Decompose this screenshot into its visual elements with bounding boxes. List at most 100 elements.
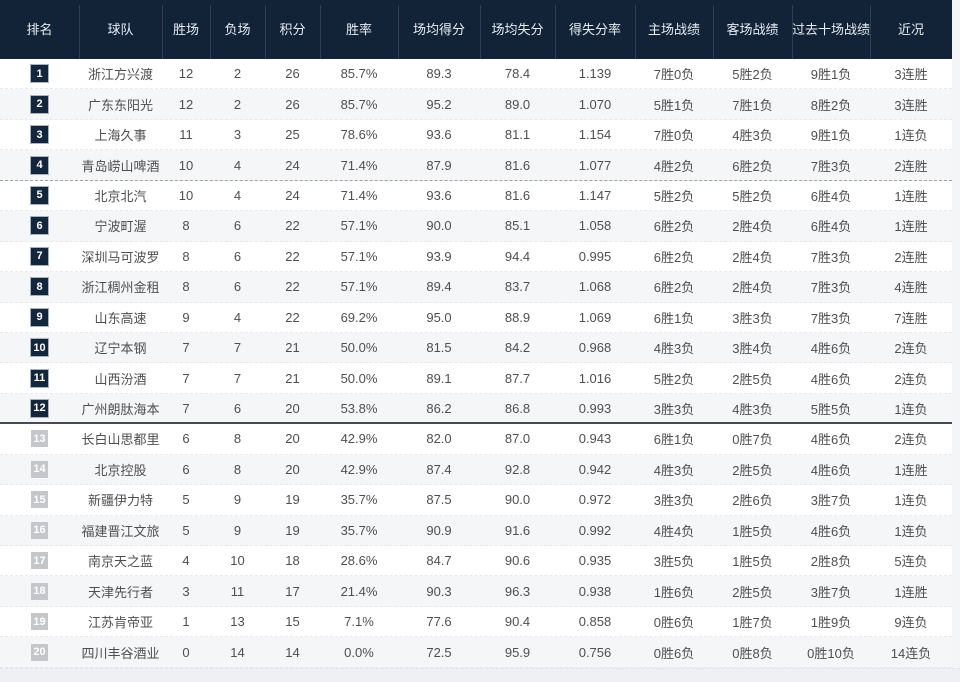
cell-home-record: 5胜2负: [653, 371, 695, 387]
cell-away-record: 4胜3负: [732, 401, 773, 417]
cell-win-rate: 78.6%: [340, 127, 378, 143]
cell-streak: 3连胜: [894, 97, 928, 113]
team-name-cell[interactable]: 北京北汽: [94, 188, 147, 204]
team-name-cell[interactable]: 深圳马可波罗: [81, 249, 160, 265]
standings-row: 7 深圳马可波罗 8 6 22 57.1% 93.9 94.4 0.995 6胜2负 2胜4负 7胜3…: [0, 241, 952, 273]
team-name-cell[interactable]: 宁波町渥: [94, 219, 147, 235]
cell-win-rate: 28.6%: [340, 553, 378, 569]
cell-last10-record: 8胜2负: [810, 97, 852, 113]
cell-away-record: 0胜8负: [732, 645, 773, 661]
cell-avg-scored: 77.6: [426, 614, 452, 630]
cell-avg-allowed: 90.6: [504, 553, 531, 569]
team-name-cell[interactable]: 北京控股: [94, 462, 147, 478]
cell-score-ratio: 0.938: [578, 583, 612, 599]
rank-badge: 20: [31, 643, 48, 661]
rank-badge: 6: [31, 217, 48, 235]
cell-avg-allowed: 89.0: [504, 96, 531, 112]
header-cell-home-record: 主场战绩: [635, 0, 713, 59]
cell-streak: 1连胜: [894, 188, 928, 204]
cell-score-ratio: 0.992: [578, 522, 612, 538]
cell-avg-scored: 72.5: [426, 644, 452, 660]
cell-points: 18: [285, 553, 300, 569]
cell-losses: 2: [233, 66, 242, 82]
cell-rank: 13: [0, 430, 79, 448]
rank-badge: 1: [31, 65, 48, 83]
team-name-cell[interactable]: 南京天之蓝: [87, 554, 153, 570]
standings-row: 5 北京北汽 10 4 24 71.4% 93.6 81.6 1.147 5胜2负 5胜2负 6胜4负…: [0, 180, 952, 212]
cell-rank: 10: [0, 339, 79, 357]
team-name-cell[interactable]: 广东东阳光: [87, 97, 153, 113]
team-name-cell[interactable]: 长白山思都里: [81, 432, 160, 448]
team-name-cell[interactable]: 山西汾酒: [94, 371, 147, 387]
cell-avg-allowed: 96.3: [504, 583, 531, 599]
cell-points: 20: [285, 431, 300, 447]
team-name-cell[interactable]: 福建晋江文旅: [81, 523, 160, 539]
cell-home-record: 6胜1负: [653, 432, 695, 448]
team-name-cell[interactable]: 广州朗肽海本: [81, 401, 160, 417]
cell-away-record: 2胜6负: [732, 493, 773, 509]
cell-rank: 4: [0, 156, 79, 174]
cell-avg-scored: 90.9: [426, 522, 452, 538]
cell-last10-record: 2胜8负: [810, 554, 852, 570]
rank-badge: 11: [31, 369, 48, 387]
header-cell-away-record: 客场战绩: [713, 0, 792, 59]
team-name-cell[interactable]: 浙江方兴渡: [87, 67, 153, 83]
team-name-cell[interactable]: 辽宁本钢: [94, 341, 147, 357]
cell-losses: 11: [230, 583, 245, 599]
cell-home-record: 4胜3负: [653, 341, 695, 357]
cell-wins: 6: [182, 461, 190, 477]
cell-away-record: 1胜7负: [732, 615, 773, 631]
team-name-cell[interactable]: 江苏肯帝亚: [87, 615, 153, 631]
cell-streak: 2连胜: [894, 249, 928, 265]
team-name-cell[interactable]: 青岛崂山啤酒: [81, 158, 160, 174]
cell-streak: 7连胜: [894, 310, 928, 326]
rank-badge: 8: [31, 278, 48, 296]
cell-streak: 1连负: [894, 493, 928, 509]
team-name-cell[interactable]: 四川丰谷酒业: [81, 645, 160, 661]
cell-streak: 1连胜: [894, 219, 928, 235]
standings-row: 4 青岛崂山啤酒 10 4 24 71.4% 87.9 81.6 1.077 4胜2负 6胜2负 7胜…: [0, 150, 952, 181]
cell-rank: 19: [0, 613, 79, 631]
cell-last10-record: 4胜6负: [810, 523, 852, 539]
cell-last10-record: 9胜1负: [810, 128, 852, 144]
cell-away-record: 7胜1负: [732, 97, 773, 113]
cell-last10-record: 4胜6负: [810, 432, 852, 448]
cell-streak: 5连负: [894, 554, 928, 570]
cell-home-record: 3胜5负: [653, 554, 695, 570]
cell-avg-allowed: 94.4: [504, 248, 531, 264]
header-cell-points: 积分: [265, 0, 320, 59]
cell-points: 20: [285, 400, 300, 416]
team-name-cell[interactable]: 上海久事: [94, 128, 147, 144]
cell-score-ratio: 1.147: [578, 187, 612, 203]
cell-last10-record: 5胜5负: [810, 401, 852, 417]
team-name-cell[interactable]: 山东高速: [94, 310, 147, 326]
cell-losses: 4: [233, 187, 242, 203]
standings-row: 19 江苏肯帝亚 1 13 15 7.1% 77.6 90.4 0.858 0胜6负 1胜7负 1胜9…: [0, 606, 952, 638]
cell-points: 21: [285, 370, 300, 386]
cell-streak: 2连胜: [894, 158, 928, 174]
cell-home-record: 5胜1负: [653, 97, 695, 113]
rank-badge: 4: [31, 156, 48, 174]
cell-wins: 11: [179, 127, 193, 143]
team-name-cell[interactable]: 浙江稠州金租: [81, 280, 160, 296]
cell-score-ratio: 0.968: [578, 340, 612, 356]
cell-streak: 1连胜: [894, 462, 928, 478]
cell-win-rate: 42.9%: [340, 431, 378, 447]
cell-away-record: 3胜3负: [732, 310, 773, 326]
header-cell-last10: 过去十场战绩: [792, 0, 870, 59]
standings-row: 1 浙江方兴渡 12 2 26 85.7% 89.3 78.4 1.139 7胜0负 5胜2负 9胜1…: [0, 59, 952, 90]
header-cell-avg-allowed: 场均失分: [480, 0, 555, 59]
cell-losses: 6: [233, 279, 242, 295]
team-name-cell[interactable]: 天津先行者: [87, 584, 153, 600]
cell-losses: 3: [233, 127, 242, 143]
cell-wins: 0: [182, 644, 190, 660]
rank-badge: 7: [31, 247, 48, 265]
standings-row: 20 四川丰谷酒业 0 14 14 0.0% 72.5 95.9 0.756 0胜6负 0胜8负 0胜…: [0, 637, 952, 668]
cell-win-rate: 53.8%: [340, 400, 378, 416]
team-name-cell[interactable]: 新疆伊力特: [87, 493, 153, 509]
cell-win-rate: 21.4%: [340, 583, 378, 599]
cell-avg-scored: 84.7: [426, 553, 452, 569]
cell-points: 14: [285, 644, 300, 660]
cell-avg-scored: 93.6: [426, 187, 452, 203]
cell-wins: 7: [182, 340, 190, 356]
